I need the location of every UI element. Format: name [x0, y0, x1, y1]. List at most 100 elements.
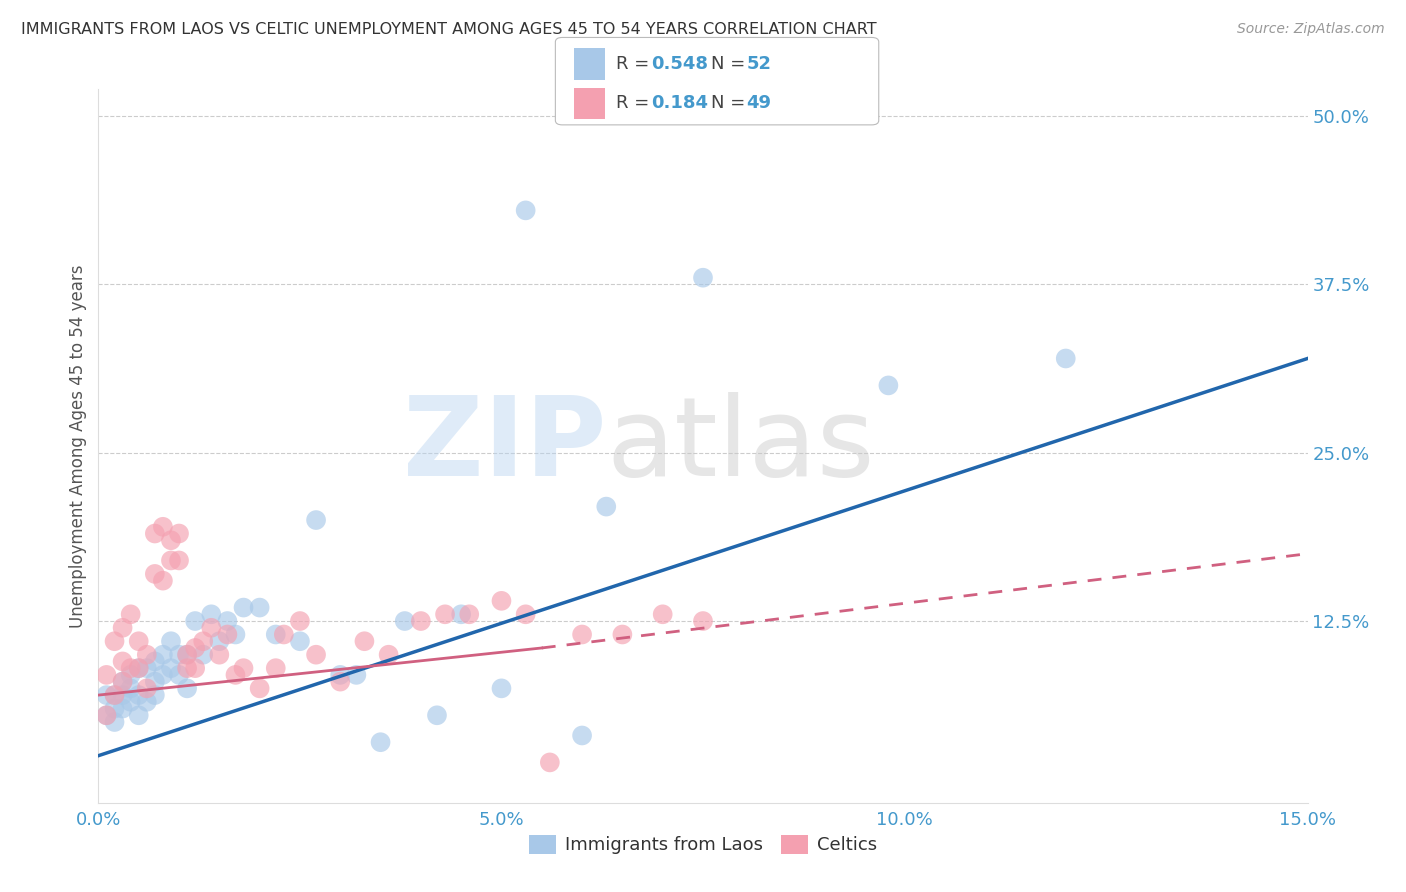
Point — [152, 520, 174, 534]
Point — [120, 607, 142, 622]
Point — [135, 661, 157, 675]
Point — [458, 607, 481, 622]
Point — [160, 553, 183, 567]
Point — [1054, 351, 1077, 366]
Point — [167, 526, 190, 541]
Point — [167, 553, 190, 567]
Text: atlas: atlas — [606, 392, 875, 500]
Point — [184, 614, 207, 628]
Point — [515, 607, 537, 622]
Point — [96, 668, 118, 682]
Point — [200, 607, 222, 622]
Point — [111, 674, 134, 689]
Point — [128, 708, 150, 723]
Point — [176, 661, 198, 675]
Point — [176, 648, 198, 662]
Point — [143, 688, 166, 702]
Point — [128, 688, 150, 702]
Point — [103, 688, 125, 702]
Point — [450, 607, 472, 622]
Point — [232, 661, 254, 675]
Text: 49: 49 — [747, 95, 772, 112]
Point — [288, 614, 311, 628]
Point — [120, 661, 142, 675]
Point — [305, 513, 328, 527]
Point — [128, 661, 150, 675]
Text: R =: R = — [616, 55, 655, 73]
Text: IMMIGRANTS FROM LAOS VS CELTIC UNEMPLOYMENT AMONG AGES 45 TO 54 YEARS CORRELATIO: IMMIGRANTS FROM LAOS VS CELTIC UNEMPLOYM… — [21, 22, 877, 37]
Point — [135, 681, 157, 696]
Point — [120, 681, 142, 696]
Point — [249, 600, 271, 615]
Point — [434, 607, 457, 622]
Point — [515, 203, 537, 218]
Point — [152, 648, 174, 662]
Point — [217, 627, 239, 641]
Point — [184, 640, 207, 655]
Point — [232, 600, 254, 615]
Point — [249, 681, 271, 696]
Point — [692, 270, 714, 285]
Point — [184, 661, 207, 675]
Point — [217, 614, 239, 628]
Point — [160, 661, 183, 675]
Point — [103, 634, 125, 648]
Point — [595, 500, 617, 514]
Point — [167, 668, 190, 682]
Text: 0.548: 0.548 — [651, 55, 709, 73]
Point — [152, 574, 174, 588]
Point — [135, 695, 157, 709]
Point — [111, 655, 134, 669]
Point — [264, 627, 287, 641]
Point — [692, 614, 714, 628]
Point — [377, 648, 399, 662]
Text: 52: 52 — [747, 55, 772, 73]
Point — [224, 668, 246, 682]
Text: Source: ZipAtlas.com: Source: ZipAtlas.com — [1237, 22, 1385, 37]
Point — [111, 688, 134, 702]
Point — [329, 668, 352, 682]
Point — [200, 621, 222, 635]
Point — [128, 661, 150, 675]
Point — [96, 708, 118, 723]
Point — [160, 533, 183, 548]
Point — [426, 708, 449, 723]
Point — [491, 594, 513, 608]
Point — [571, 627, 593, 641]
Point — [176, 648, 198, 662]
Point — [111, 701, 134, 715]
Point — [877, 378, 900, 392]
Point — [273, 627, 295, 641]
Point — [143, 566, 166, 581]
Point — [111, 674, 134, 689]
Text: 0.184: 0.184 — [651, 95, 709, 112]
Text: N =: N = — [711, 55, 751, 73]
Point — [111, 621, 134, 635]
Point — [143, 526, 166, 541]
Point — [167, 648, 190, 662]
Point — [143, 674, 166, 689]
Point — [120, 668, 142, 682]
Point — [353, 634, 375, 648]
Point — [128, 634, 150, 648]
Point — [120, 695, 142, 709]
Point — [103, 688, 125, 702]
Point — [208, 634, 231, 648]
Y-axis label: Unemployment Among Ages 45 to 54 years: Unemployment Among Ages 45 to 54 years — [69, 264, 87, 628]
Point — [394, 614, 416, 628]
Point — [612, 627, 634, 641]
Point — [103, 701, 125, 715]
Point — [491, 681, 513, 696]
Point — [96, 688, 118, 702]
Text: ZIP: ZIP — [404, 392, 606, 500]
Point — [329, 674, 352, 689]
Point — [160, 634, 183, 648]
Point — [143, 655, 166, 669]
Point — [176, 681, 198, 696]
Point — [103, 714, 125, 729]
Point — [305, 648, 328, 662]
Point — [224, 627, 246, 641]
Point — [344, 668, 367, 682]
Text: R =: R = — [616, 95, 655, 112]
Point — [264, 661, 287, 675]
